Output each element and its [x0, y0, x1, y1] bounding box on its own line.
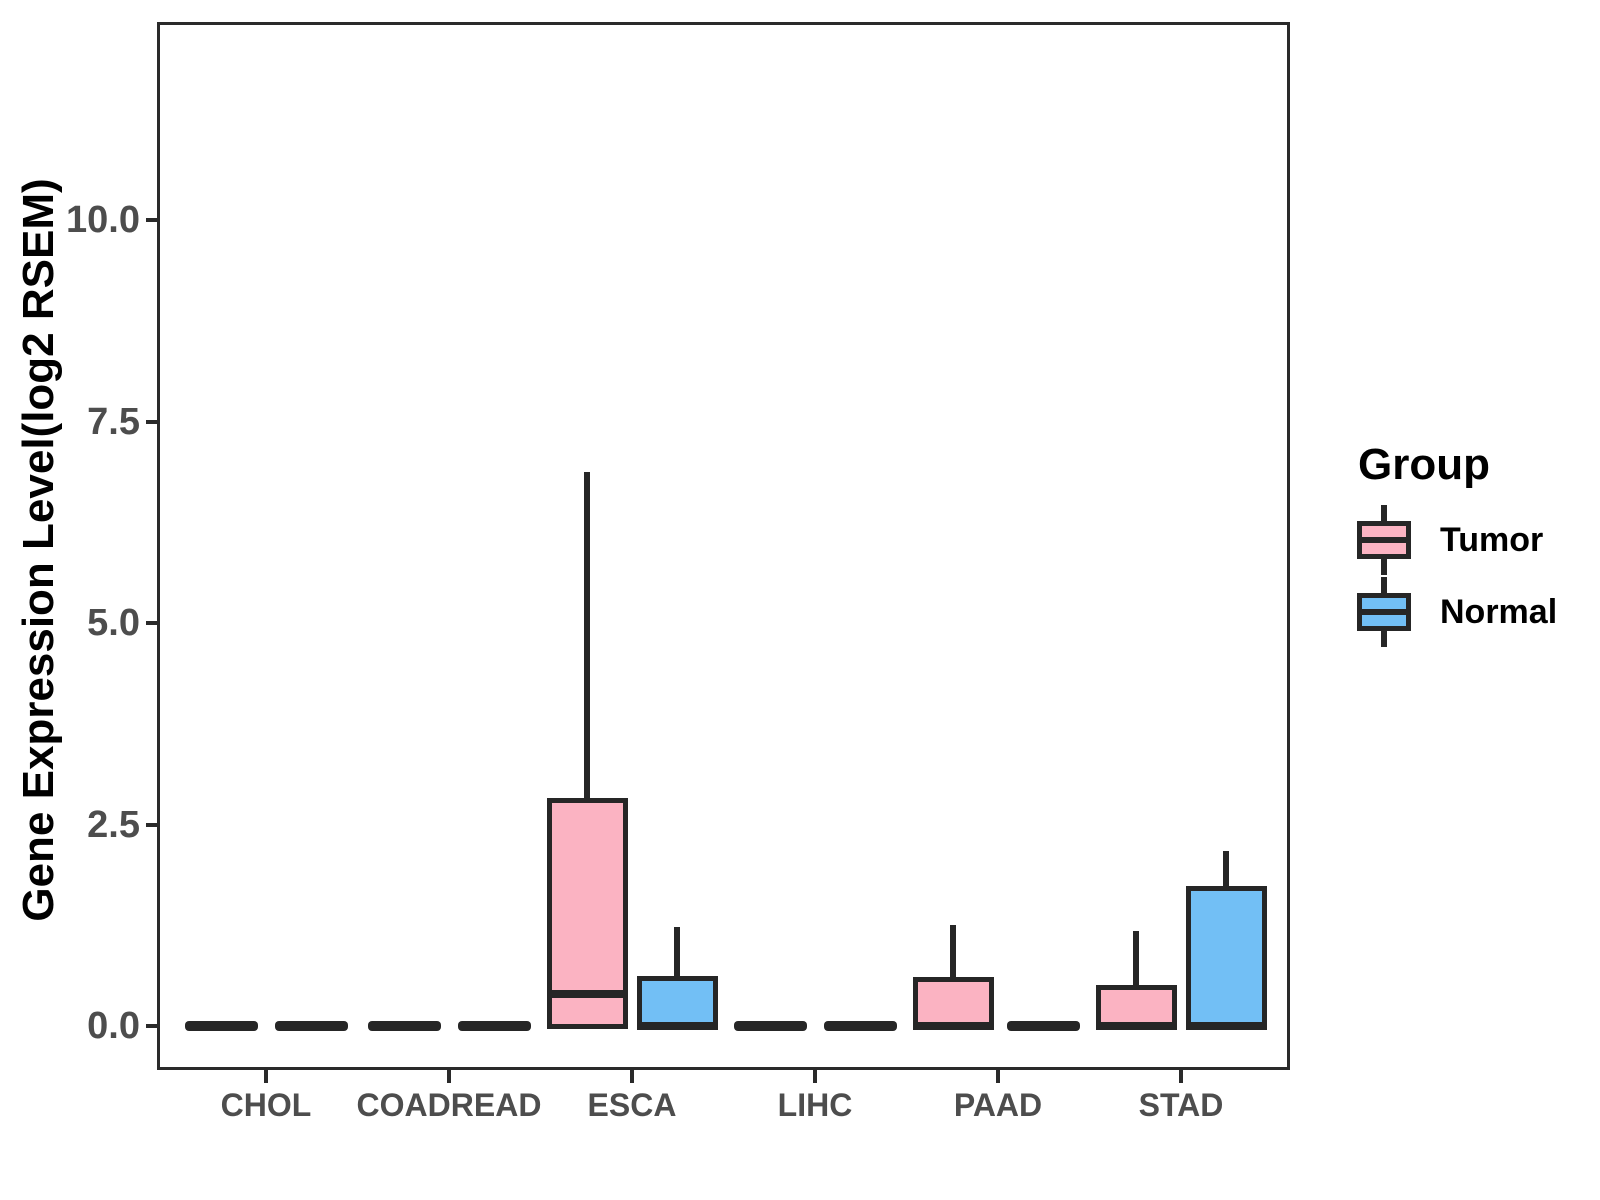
median-esca-normal	[636, 1022, 718, 1030]
legend-label-normal: Normal	[1440, 592, 1558, 631]
x-tick-label-stad: STAD	[1138, 1087, 1224, 1123]
x-tick-label-coadread: COADREAD	[356, 1087, 542, 1123]
box-esca-normal	[636, 975, 718, 1029]
median-stad-tumor	[1095, 1022, 1177, 1030]
legend-key-median	[1357, 609, 1411, 615]
y-tick-label: 10.0	[66, 199, 140, 241]
box-collapsed-lihc-tumor	[733, 1021, 807, 1031]
legend-item-normal: Normal	[1356, 576, 1557, 648]
median-esca-tumor	[546, 989, 628, 998]
x-tick-mark	[813, 1070, 817, 1083]
median-paad-tumor	[912, 1022, 994, 1030]
x-tick-mark	[996, 1070, 1000, 1083]
legend-title: Group	[1358, 440, 1490, 489]
y-tick-mark	[146, 621, 157, 625]
box-collapsed-chol-tumor	[184, 1021, 258, 1031]
x-tick-mark	[1179, 1070, 1183, 1083]
legend: Group Tumor Normal	[1356, 440, 1557, 648]
x-tick-label-esca: ESCA	[587, 1087, 677, 1123]
x-tick-label-chol: CHOL	[220, 1087, 312, 1123]
boxplot-key-icon	[1356, 505, 1412, 575]
legend-label-tumor: Tumor	[1440, 520, 1544, 559]
box-collapsed-coadread-normal	[457, 1021, 531, 1031]
x-tick-mark	[264, 1070, 268, 1083]
boxplot-key-icon	[1356, 577, 1412, 647]
whisker-stad-tumor	[1133, 931, 1139, 990]
y-tick-label: 2.5	[87, 803, 140, 846]
box-collapsed-lihc-normal	[823, 1021, 897, 1031]
whisker-esca-tumor	[584, 471, 590, 803]
box-collapsed-coadread-tumor	[367, 1021, 441, 1031]
y-tick-label: 7.5	[87, 400, 140, 443]
x-tick-label-paad: PAAD	[953, 1087, 1043, 1123]
y-tick-mark	[146, 822, 157, 827]
box-collapsed-paad-normal	[1006, 1021, 1080, 1031]
x-tick-mark	[630, 1070, 634, 1083]
legend-item-tumor: Tumor	[1356, 504, 1557, 576]
y-tick-mark	[146, 1024, 157, 1028]
y-tick-label: 0.0	[87, 1005, 140, 1047]
whisker-stad-normal	[1223, 850, 1229, 891]
box-collapsed-chol-normal	[274, 1021, 348, 1031]
legend-key-median	[1357, 537, 1411, 543]
box-stad-normal	[1185, 886, 1267, 1029]
x-tick-label-lihc: LIHC	[777, 1087, 853, 1123]
y-tick-mark	[146, 218, 157, 222]
x-tick-mark	[447, 1070, 451, 1083]
median-stad-normal	[1185, 1022, 1267, 1030]
y-tick-mark	[146, 419, 157, 424]
plot-panel	[157, 22, 1290, 1070]
y-tick-label: 5.0	[87, 602, 140, 644]
whisker-esca-normal	[674, 927, 680, 980]
whisker-paad-tumor	[950, 924, 956, 982]
